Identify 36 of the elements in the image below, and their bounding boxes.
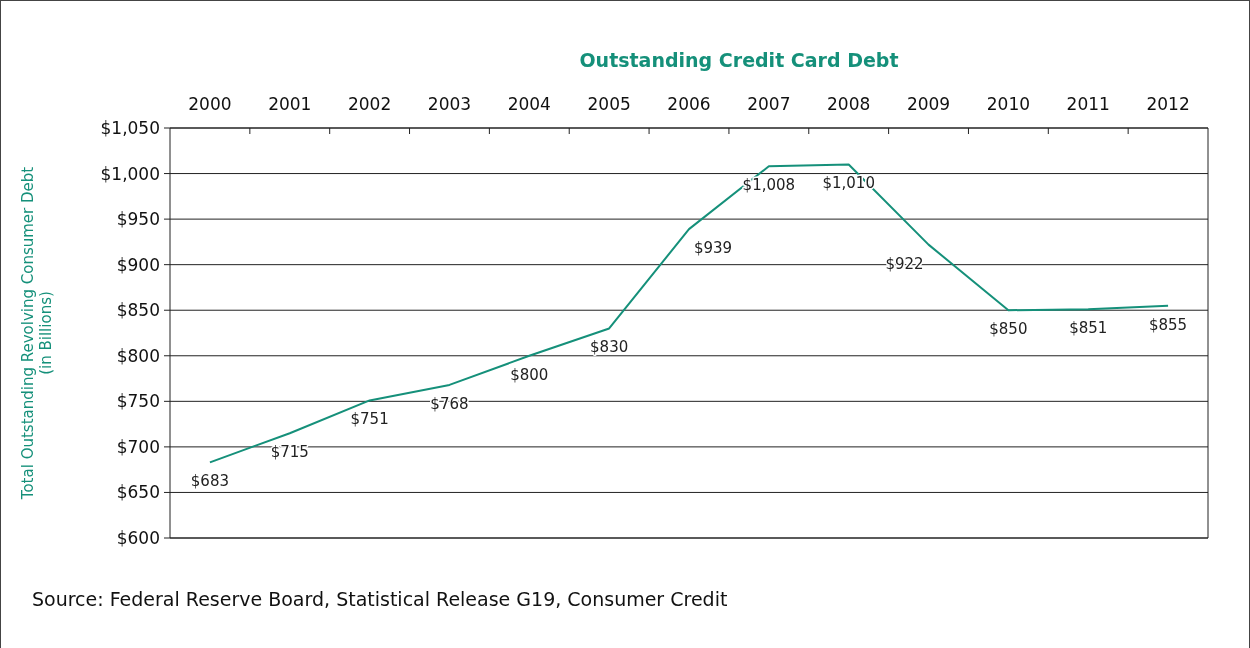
y-axis-title: Total Outstanding Revolving Consumer Debt (in Billions) — [19, 166, 55, 501]
y-tick-label: $900 — [116, 254, 160, 275]
x-tick-label: 2005 — [587, 94, 631, 114]
data-label: $830 — [590, 338, 629, 357]
y-tick-label: $1,050 — [100, 117, 160, 138]
x-tick-label: 2006 — [667, 94, 711, 114]
y-tick-label: $950 — [116, 209, 160, 230]
y-tick-label: $750 — [116, 391, 160, 412]
data-label: $1,008 — [742, 176, 796, 195]
x-tick-label: 2009 — [906, 94, 951, 114]
data-label: $851 — [1069, 319, 1108, 338]
y-tick-label: $600 — [116, 527, 160, 548]
y-tick-label: $800 — [116, 345, 160, 366]
data-label: $683 — [190, 472, 230, 491]
data-label: $855 — [1148, 315, 1188, 334]
x-tick-label: 2002 — [347, 94, 392, 114]
y-tick-label: $700 — [116, 436, 160, 457]
source-note: Source: Federal Reserve Board, Statistical Release G19, Consumer Credit — [32, 588, 728, 610]
y-tick-label: $650 — [116, 482, 160, 503]
data-label: $715 — [270, 443, 309, 462]
x-tick-label: 2012 — [1146, 94, 1190, 114]
data-label: $800 — [510, 365, 549, 384]
x-tick-label: 2010 — [986, 94, 1031, 114]
data-label: $850 — [989, 320, 1028, 339]
y-tick-label: $850 — [116, 300, 160, 321]
x-tick-label: 2007 — [747, 94, 791, 114]
x-tick-label: 2008 — [827, 94, 871, 114]
x-tick-label: 2004 — [507, 94, 551, 114]
chart-title: Outstanding Credit Card Debt — [579, 49, 899, 71]
data-label: $939 — [693, 239, 733, 258]
x-tick-label: 2003 — [427, 94, 472, 114]
y-tick-label: $1,000 — [100, 163, 160, 184]
data-label: $751 — [350, 410, 389, 429]
x-tick-label: 2011 — [1066, 94, 1110, 114]
x-tick-label: 2000 — [188, 94, 232, 114]
x-tick-label: 2001 — [268, 94, 312, 114]
